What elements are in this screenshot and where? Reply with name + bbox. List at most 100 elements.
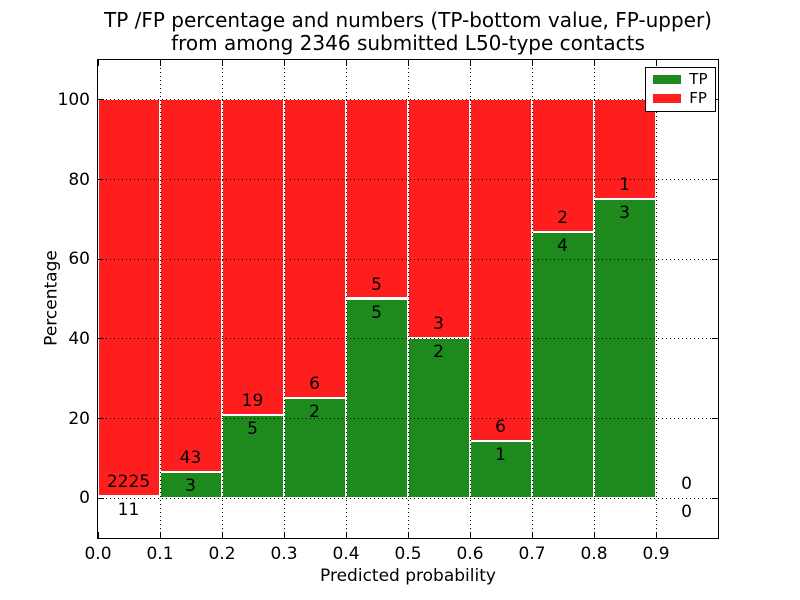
bar-fp-segment xyxy=(159,99,222,472)
bar-tp-segment xyxy=(407,338,470,498)
legend: TP FP xyxy=(645,66,716,112)
legend-item-tp: TP xyxy=(653,70,708,88)
tp-count-label: 0 xyxy=(681,501,692,522)
chart-title-line1: TP /FP percentage and numbers (TP-bottom… xyxy=(104,8,712,32)
bar-tp-segment xyxy=(97,495,160,498)
legend-label: TP xyxy=(689,70,708,88)
x-gridline xyxy=(159,59,161,538)
x-tick-top xyxy=(531,59,533,66)
x-tick-bottom xyxy=(531,531,533,538)
bar-fp-segment xyxy=(407,99,470,339)
x-tick-top xyxy=(159,59,161,66)
x-tick-label: 0.8 xyxy=(580,544,608,564)
y-tick-right xyxy=(711,338,718,340)
x-tick-label: 0.4 xyxy=(332,544,360,564)
x-tick-label: 0.7 xyxy=(518,544,546,564)
bar-fp-segment xyxy=(221,99,284,415)
y-tick-label: 0 xyxy=(79,488,90,509)
x-tick-label: 0.2 xyxy=(208,544,236,564)
bar-tp-segment xyxy=(531,232,594,498)
y-tick-label: 80 xyxy=(68,169,90,190)
x-gridline xyxy=(593,59,595,538)
tp-count-label: 3 xyxy=(185,475,196,496)
fp-count-label: 2 xyxy=(557,208,568,229)
tp-count-label: 5 xyxy=(247,418,258,439)
tp-count-label: 5 xyxy=(371,302,382,323)
legend-swatch xyxy=(653,75,682,84)
fp-count-label: 1 xyxy=(619,174,630,195)
fp-count-label: 2225 xyxy=(106,471,151,492)
y-tick-left xyxy=(97,497,104,499)
x-tick-bottom xyxy=(159,531,161,538)
y-tick-right xyxy=(711,497,718,499)
y-tick-left xyxy=(97,99,104,101)
y-tick-right xyxy=(711,418,718,419)
fp-count-label: 43 xyxy=(179,447,202,468)
x-tick-bottom xyxy=(593,531,595,538)
y-tick-label: 60 xyxy=(68,249,90,270)
x-tick-label: 0.1 xyxy=(146,544,174,564)
fp-count-label: 6 xyxy=(495,416,506,437)
bar-fp-segment xyxy=(283,99,346,399)
x-tick-label: 0.9 xyxy=(642,544,670,564)
x-tick-bottom xyxy=(345,531,347,538)
x-tick-bottom xyxy=(655,531,657,538)
x-tick-top xyxy=(97,59,99,66)
x-tick-top xyxy=(283,59,285,66)
fp-count-label: 6 xyxy=(309,374,320,395)
tp-count-label: 11 xyxy=(117,499,140,520)
x-gridline xyxy=(283,59,285,538)
legend-label: FP xyxy=(689,89,707,107)
y-tick-left xyxy=(97,179,104,180)
y-tick-left xyxy=(97,338,104,340)
plot-area: TP FP 2225 11 43 3 19 5 6 2 5 5 3 2 6 1 2 4 1 3 0 0 xyxy=(96,58,719,539)
x-gridline xyxy=(407,59,409,538)
bar-tp-segment xyxy=(345,298,408,498)
x-tick-bottom xyxy=(283,531,285,538)
legend-item-fp: FP xyxy=(653,91,707,107)
y-tick-left xyxy=(97,418,104,419)
x-tick-bottom xyxy=(97,531,99,538)
x-axis-label: Predicted probability xyxy=(320,566,496,586)
bar-fp-segment xyxy=(531,99,594,233)
x-gridline xyxy=(531,59,533,538)
x-tick-bottom xyxy=(469,531,471,538)
bar-tp-segment xyxy=(159,471,222,498)
x-gridline xyxy=(221,59,223,538)
y-tick-label: 40 xyxy=(68,328,90,349)
bar-tp-segment xyxy=(593,198,656,498)
tp-count-label: 3 xyxy=(619,202,630,223)
y-tick-right xyxy=(711,258,718,260)
y-tick-left xyxy=(97,258,104,260)
x-tick-top xyxy=(345,59,347,66)
bar-tp-segment xyxy=(283,398,346,498)
x-tick-top xyxy=(407,59,409,66)
tp-count-label: 1 xyxy=(495,444,506,465)
x-tick-label: 0.5 xyxy=(394,544,422,564)
bar-fp-segment xyxy=(97,99,160,496)
fp-count-label: 5 xyxy=(371,274,382,295)
tp-count-label: 2 xyxy=(433,342,444,363)
y-tick-label: 100 xyxy=(57,89,90,110)
tp-count-label: 2 xyxy=(309,402,320,423)
x-tick-label: 0.6 xyxy=(456,544,484,564)
x-tick-label: 0.3 xyxy=(270,544,298,564)
fp-count-label: 0 xyxy=(681,473,692,494)
x-tick-label: 0.0 xyxy=(84,544,112,564)
bar-fp-segment xyxy=(593,99,656,199)
x-tick-bottom xyxy=(407,531,409,538)
x-gridline xyxy=(345,59,347,538)
x-tick-bottom xyxy=(221,531,223,538)
y-tick-label: 20 xyxy=(68,408,90,429)
fp-count-label: 3 xyxy=(433,314,444,335)
bar-fp-segment xyxy=(469,99,532,441)
y-tick-right xyxy=(711,179,718,180)
x-gridline xyxy=(469,59,471,538)
legend-swatch xyxy=(653,94,682,103)
x-tick-top xyxy=(593,59,595,66)
x-tick-top xyxy=(221,59,223,66)
tp-count-label: 4 xyxy=(557,236,568,257)
x-tick-top xyxy=(655,59,657,66)
bar-fp-segment xyxy=(345,99,408,299)
